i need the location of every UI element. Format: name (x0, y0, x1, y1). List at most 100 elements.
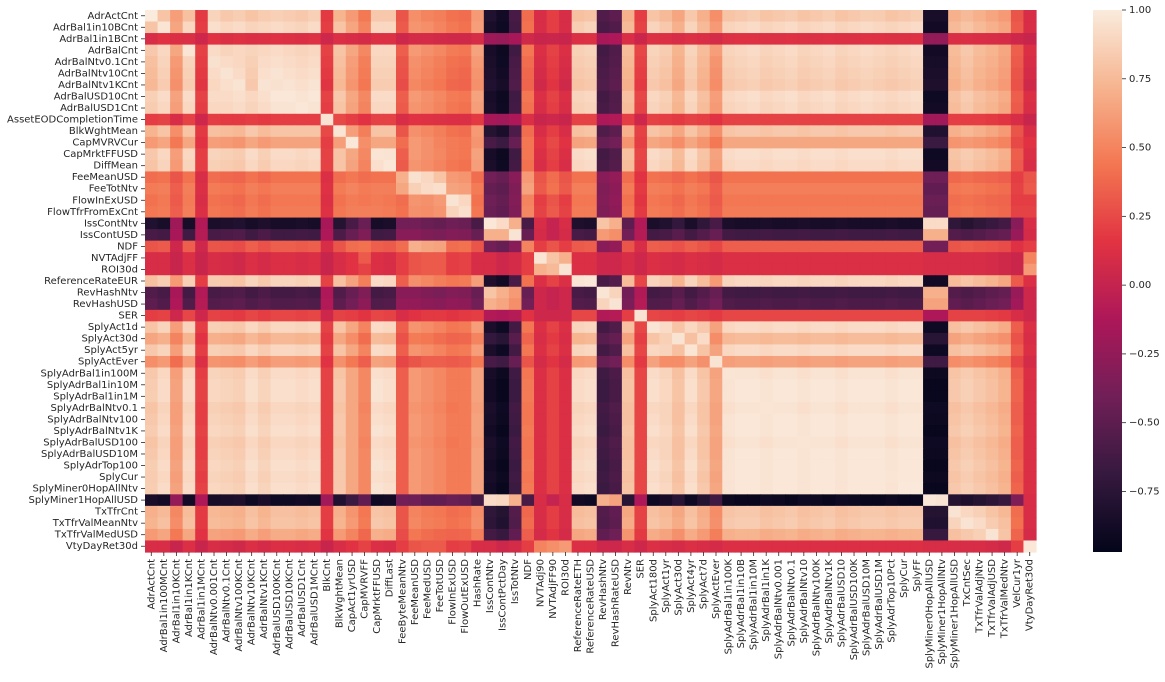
heatmap-cell (182, 390, 196, 403)
heatmap-cell (672, 113, 686, 126)
heatmap-cell (546, 240, 560, 253)
heatmap-cell (847, 182, 861, 196)
heatmap-cell (521, 471, 535, 484)
heatmap-cell (872, 540, 887, 553)
heatmap-cell (257, 79, 272, 92)
heatmap-cell (722, 402, 736, 415)
heatmap-cell (333, 148, 347, 161)
heatmap-cell (684, 56, 698, 69)
heatmap-cell (408, 298, 422, 311)
heatmap-cell (910, 206, 924, 219)
heatmap-cell (370, 240, 385, 253)
heatmap-cell (847, 367, 861, 380)
heatmap-cell (220, 517, 234, 530)
heatmap-cell (195, 494, 209, 507)
heatmap-cell (207, 471, 221, 484)
heatmap-cell (985, 102, 999, 115)
heatmap-cell (772, 33, 786, 46)
heatmap-cell (270, 367, 284, 380)
heatmap-cell (872, 33, 887, 46)
heatmap-cell (860, 159, 874, 173)
heatmap-cell (948, 540, 962, 553)
heatmap-cell (697, 413, 711, 426)
heatmap-cell (145, 263, 159, 276)
heatmap-cell (521, 56, 535, 69)
heatmap-cell (370, 505, 385, 518)
heatmap-cell (395, 229, 410, 242)
heatmap-cell (910, 56, 924, 69)
heatmap-cell (358, 448, 372, 461)
heatmap-cell (471, 286, 485, 299)
heatmap-cell (546, 425, 560, 438)
heatmap-cell (998, 379, 1012, 392)
heatmap-cell (759, 344, 774, 357)
heatmap-cell (973, 344, 987, 357)
heatmap-cell (872, 217, 887, 230)
heatmap-cell (584, 459, 598, 472)
heatmap-cell (232, 125, 246, 138)
heatmap-cell (421, 275, 435, 288)
heatmap-cell (596, 379, 610, 392)
heatmap-cell (345, 425, 359, 438)
heatmap-cell (308, 21, 322, 34)
heatmap-cell (847, 136, 861, 149)
heatmap-cell (797, 355, 811, 369)
heatmap-cell (521, 206, 535, 219)
heatmap-cell (320, 10, 334, 23)
heatmap-cell (860, 125, 874, 138)
heatmap-cell (232, 33, 246, 46)
heatmap-cell (584, 182, 598, 196)
heatmap-cell (672, 136, 686, 149)
heatmap-cell (496, 540, 510, 553)
heatmap-cell (923, 309, 937, 322)
heatmap-cell (471, 10, 485, 23)
heatmap-cell (320, 309, 334, 322)
heatmap-cell (571, 298, 585, 311)
heatmap-cell (973, 436, 987, 449)
heatmap-cell (1023, 21, 1037, 34)
heatmap-cell (170, 148, 184, 161)
heatmap-cell (157, 517, 171, 530)
heatmap-cell (659, 67, 673, 80)
heatmap-cell (257, 505, 272, 518)
heatmap-cell (358, 10, 372, 23)
heatmap-cell (245, 379, 259, 392)
heatmap-cell (395, 332, 410, 346)
heatmap-cell (709, 182, 723, 196)
heatmap-cell (471, 33, 485, 46)
heatmap-cell (207, 90, 221, 103)
heatmap-cell (571, 332, 585, 346)
heatmap-cell (910, 494, 924, 507)
x-tick-label: TxTfrValMedNtv (1000, 559, 1011, 639)
heatmap-cell (722, 194, 736, 207)
heatmap-cell (358, 171, 372, 184)
heatmap-cell (571, 390, 585, 403)
heatmap-cell (646, 252, 661, 265)
heatmap-cell (672, 182, 686, 196)
heatmap-cell (534, 528, 548, 542)
heatmap-cell (395, 240, 410, 253)
heatmap-cell (446, 494, 460, 507)
heatmap-cell (295, 102, 309, 115)
heatmap-cell (897, 206, 912, 219)
heatmap-cell (508, 390, 523, 403)
heatmap-cell (245, 402, 259, 415)
heatmap-cell (885, 44, 899, 57)
heatmap-cell (960, 540, 974, 553)
x-tick-label: CapMVRVFF (360, 559, 371, 619)
heatmap-cell (835, 44, 849, 57)
heatmap-cell (646, 21, 661, 34)
heatmap-cell (697, 113, 711, 126)
heatmap-cell (546, 148, 560, 161)
heatmap-cell (822, 321, 836, 334)
heatmap-cell (308, 206, 322, 219)
heatmap-cell (697, 425, 711, 438)
heatmap-cell (483, 67, 497, 80)
heatmap-cell (320, 402, 334, 415)
heatmap-cell (935, 413, 949, 426)
heatmap-cell (521, 194, 535, 207)
heatmap-cell (433, 159, 447, 173)
heatmap-cell (546, 263, 560, 276)
heatmap-cell (220, 471, 234, 484)
heatmap-cell (973, 517, 987, 530)
